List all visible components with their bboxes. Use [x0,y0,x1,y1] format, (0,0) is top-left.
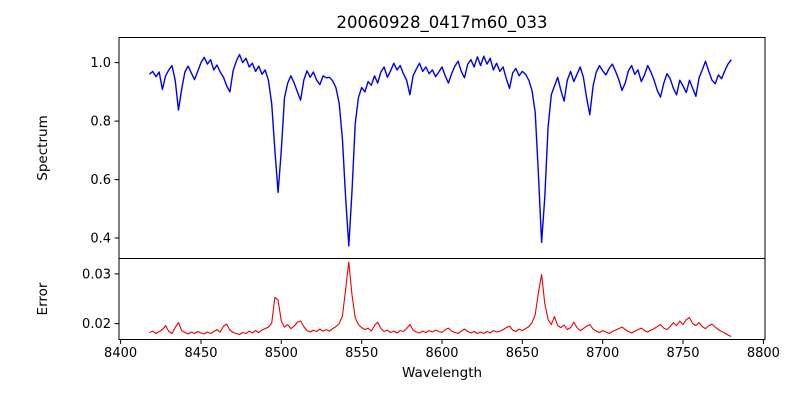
x-tick-label: 8500 [265,346,298,361]
x-tick-label: 8750 [666,346,699,361]
spectrum-y-tick-label: 0.4 [90,232,111,247]
spectrum-y-tick-label: 0.8 [90,115,111,130]
spectrum-y-tick-label: 0.6 [90,173,111,188]
x-tick-label: 8600 [425,346,458,361]
x-tick-label: 8800 [747,346,780,361]
plot-layer: 1.0 0.8 0.6 0.4 0.03 0.02 8400 8450 8500 8550 8600… [82,53,780,361]
error-y-tick-label: 0.03 [82,267,111,282]
x-tick-label: 8400 [104,346,137,361]
spectrum-panel-frame [118,37,766,259]
x-axis-label: Wavelength [402,365,482,381]
x-tick-label: 8700 [586,346,619,361]
spectrum-y-tick-label: 1.0 [90,56,111,71]
y-axis-label-spectrum: Spectrum [35,115,51,180]
error-line [149,261,732,338]
chart-title: 20060928_0417m60_033 [336,13,547,33]
spectrum-line [149,53,732,247]
x-tick-label: 8550 [345,346,378,361]
error-panel-frame [118,258,766,340]
x-tick-label: 8650 [506,346,539,361]
x-tick-label: 8450 [184,346,217,361]
error-y-tick-label: 0.02 [82,317,111,332]
y-axis-label-error: Error [35,282,51,315]
